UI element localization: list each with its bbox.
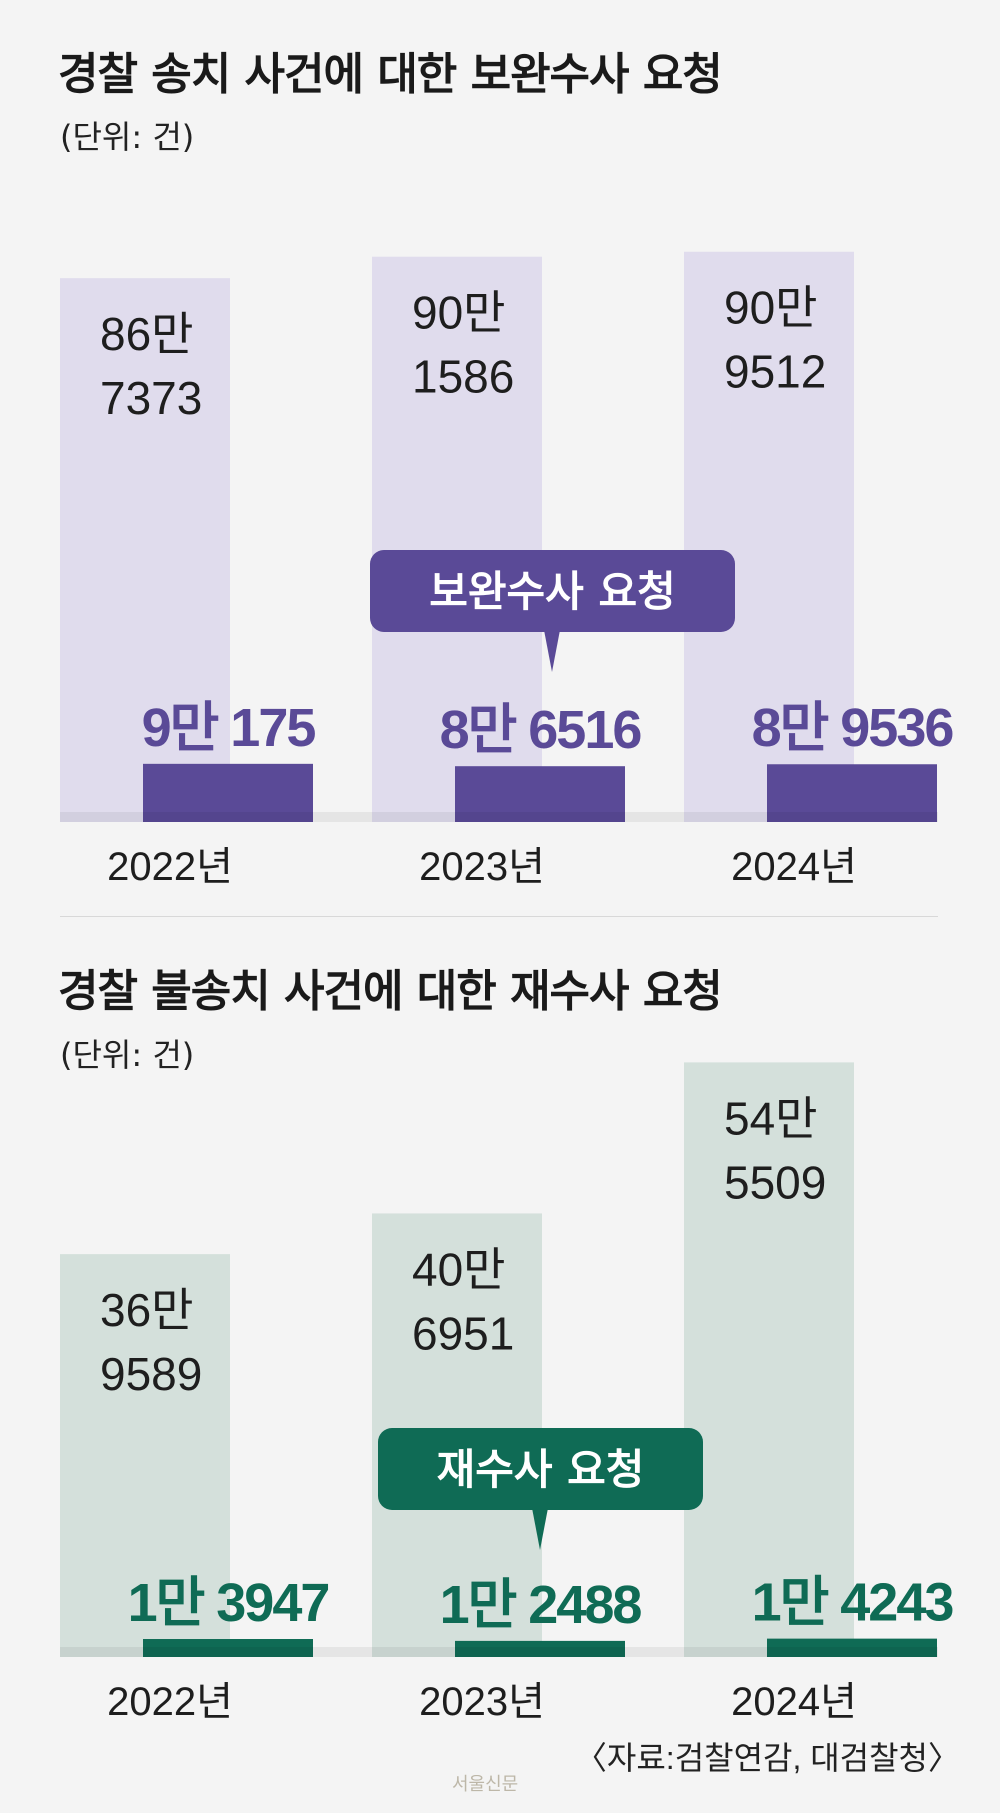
chart1-callout-pointer <box>544 630 560 672</box>
chart1-x-label-2: 2023년 <box>419 845 545 889</box>
chart2-request-bar-2 <box>455 1640 625 1657</box>
chart2-x-label-1: 2022년 <box>107 1680 233 1724</box>
source-note: 〈자료:검찰연감, 대검찰청〉 <box>574 1740 960 1776</box>
chart1-unit: (단위: 건) <box>60 118 195 156</box>
chart2-x-label-3: 2024년 <box>731 1680 857 1724</box>
chart1-request-bar-2 <box>455 766 625 822</box>
chart2-x-label-2: 2023년 <box>419 1680 545 1724</box>
chart1-callout-label: 보완수사 요청 <box>429 567 675 616</box>
chart1-request-label-2: 8만 6516 <box>440 700 642 760</box>
chart2-baseline-shade <box>60 1647 938 1657</box>
chart2-title: 경찰 불송치 사건에 대한 재수사 요청 <box>58 966 723 1017</box>
watermark: 서울신문 <box>452 1774 519 1795</box>
section-divider <box>60 916 938 917</box>
chart1-total-bar-1 <box>60 278 230 823</box>
chart2-total-label-3: 54만 5509 <box>724 1092 826 1208</box>
chart1-request-bar-1 <box>143 763 313 822</box>
chart2-callout-bubble <box>378 1428 703 1510</box>
chart1-x-label-1: 2022년 <box>107 845 233 889</box>
chart1-x-label-3: 2024년 <box>731 845 857 889</box>
chart1-title: 경찰 송치 사건에 대한 보완수사 요청 <box>58 49 723 100</box>
chart2-total-label-1: 36만 9589 <box>100 1284 202 1400</box>
chart2-callout-pointer <box>532 1508 548 1550</box>
chart1-total-label-3: 90만 9512 <box>724 282 826 398</box>
chart1-baseline-shade <box>60 812 938 822</box>
chart1-request-bar-3 <box>767 764 937 822</box>
chart1-total-label-1: 86만 7373 <box>100 308 202 424</box>
chart1-total-bar-2 <box>372 256 542 822</box>
chart1-total-label-2: 90만 1586 <box>412 287 514 403</box>
chart2-request-label-1: 1만 3947 <box>128 1573 329 1633</box>
chart1-request-label-3: 8만 9536 <box>752 698 954 758</box>
chart2-total-bar-1 <box>60 1254 230 1657</box>
chart2-request-label-3: 1만 4243 <box>752 1573 954 1633</box>
chart2-request-bar-1 <box>143 1639 313 1657</box>
chart2-callout-label: 재수사 요청 <box>437 1445 645 1494</box>
chart1-request-label-1: 9만 175 <box>142 698 316 758</box>
chart1-callout-bubble <box>370 550 735 632</box>
chart2-unit: (단위: 건) <box>60 1036 195 1074</box>
chart1-total-bar-3 <box>684 251 854 823</box>
chart2-total-label-2: 40만 6951 <box>412 1243 514 1359</box>
chart2-request-bar-3 <box>767 1638 937 1657</box>
chart2-total-bar-3 <box>684 1062 854 1657</box>
chart2-request-label-2: 1만 2488 <box>440 1575 642 1635</box>
